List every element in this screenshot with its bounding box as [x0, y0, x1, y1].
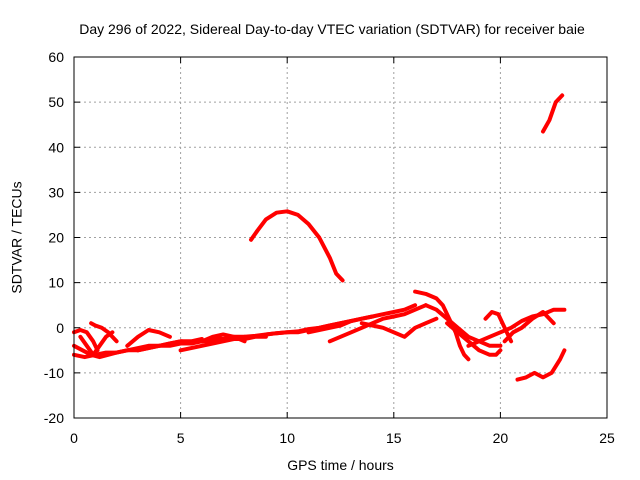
series-line-arc-l [327, 303, 428, 344]
y-axis-label: SDTVAR / TECUs [9, 181, 25, 293]
y-tick-label: 50 [48, 94, 64, 110]
series-line-arc-m [359, 316, 439, 339]
y-tick-label: 30 [48, 184, 64, 200]
x-tick-label: 10 [279, 430, 295, 446]
x-tick-label: 20 [493, 430, 509, 446]
x-tick-label: 25 [599, 430, 615, 446]
series-line-arc-v [541, 93, 565, 134]
x-axis-label: GPS time / hours [287, 457, 394, 473]
series-line-arc-i [199, 332, 247, 344]
series-layer [72, 93, 567, 382]
grid [74, 57, 607, 418]
series-line-arc-t [502, 310, 556, 344]
y-tick-label: -10 [44, 365, 64, 381]
series-line-arc-f [125, 328, 172, 348]
series-line-arc-d [89, 321, 119, 344]
chart-title: Day 296 of 2022, Sidereal Day-to-day VTE… [79, 21, 585, 37]
series-line-arc-s [466, 307, 567, 348]
x-tick-label: 0 [70, 430, 78, 446]
x-tick-label: 15 [386, 430, 402, 446]
series-line-arc-u [515, 348, 567, 382]
series-line-arc-n [249, 209, 345, 283]
tick-labels: 0 5 10 15 20 25 -20 -10 0 10 20 30 40 50 60 [44, 49, 615, 446]
y-tick-label: 60 [48, 49, 64, 65]
y-tick-label: 0 [56, 320, 64, 336]
y-tick-label: -20 [44, 410, 64, 426]
x-tick-label: 5 [177, 430, 185, 446]
y-tick-label: 20 [48, 230, 64, 246]
ticks [73, 56, 608, 419]
series-line-arc-e [72, 328, 100, 353]
series-line-arc-k [306, 303, 418, 335]
series-line-arc-p [423, 303, 503, 348]
series-line-arc-q [445, 321, 503, 357]
y-tick-label: 10 [48, 275, 64, 291]
y-tick-label: 40 [48, 139, 64, 155]
series-line-arc-r [483, 310, 514, 344]
series-line-arc-g [136, 337, 204, 353]
series-line-arc-h [178, 334, 268, 353]
